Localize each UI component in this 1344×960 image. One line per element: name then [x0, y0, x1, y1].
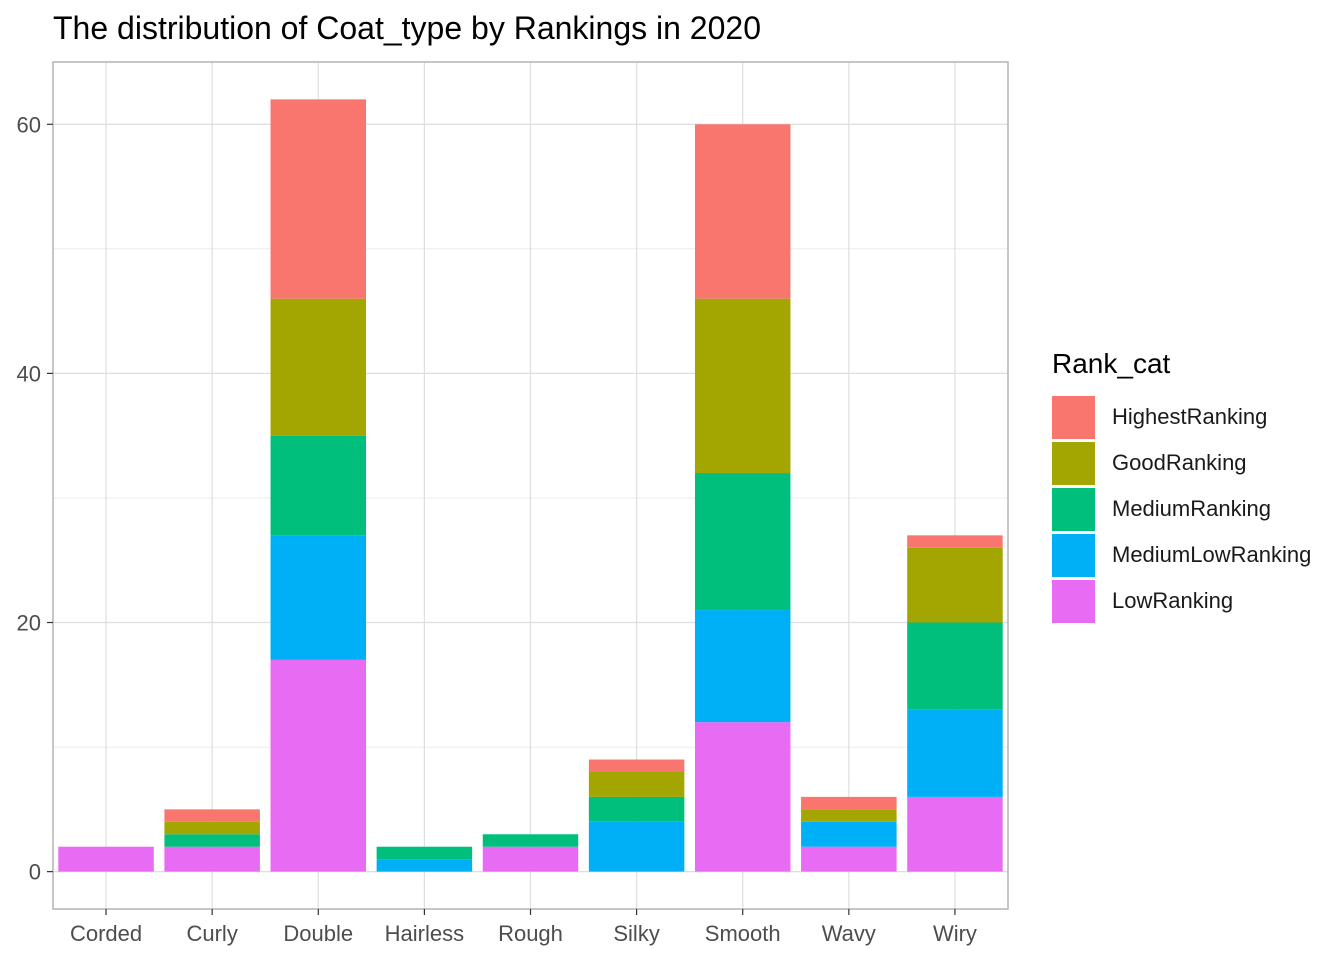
y-tick-label: 20 — [17, 611, 41, 636]
bars — [58, 99, 1003, 872]
bar-segment-MediumLowRanking-Double — [270, 535, 367, 660]
legend-key-MediumRanking — [1052, 487, 1095, 531]
bar-segment-HighestRanking-Wavy — [801, 796, 897, 810]
bar-segment-MediumRanking-Double — [270, 435, 367, 536]
bar-segment-LowRanking-Wavy — [801, 846, 897, 872]
x-tick-label-Silky: Silky — [613, 921, 659, 946]
bar-segment-MediumRanking-Wiry — [907, 622, 1003, 710]
bar-segment-HighestRanking-Wiry — [907, 535, 1003, 548]
x-tick-label-Double: Double — [283, 921, 353, 946]
legend-label-LowRanking: LowRanking — [1112, 588, 1234, 613]
legend-item-GoodRanking: GoodRanking — [1052, 440, 1311, 486]
bar-segment-LowRanking-Curly — [164, 846, 260, 872]
legend-item-LowRanking: LowRanking — [1052, 578, 1311, 624]
legend-key-HighestRanking — [1052, 395, 1095, 439]
x-axis: Corded Curly Double Hairless Rough Silky Smoot… — [70, 909, 977, 946]
bar-segment-HighestRanking-Silky — [588, 759, 685, 772]
legend-item-HighestRanking: HighestRanking — [1052, 394, 1311, 440]
bar-segment-GoodRanking-Smooth — [694, 298, 791, 474]
x-tick-label-Wavy: Wavy — [822, 921, 876, 946]
x-tick-label-Curly: Curly — [186, 921, 237, 946]
bar-segment-MediumRanking-Silky — [588, 796, 685, 822]
x-tick-label-Rough: Rough — [498, 921, 563, 946]
bar-segment-GoodRanking-Wavy — [801, 809, 897, 822]
bar-segment-MediumLowRanking-Smooth — [694, 610, 791, 723]
bar-segment-GoodRanking-Double — [270, 298, 367, 436]
bar-segment-HighestRanking-Curly — [164, 809, 260, 822]
legend-items: HighestRanking GoodRanking MediumRanking Me… — [1052, 394, 1311, 624]
x-tick-label-Hairless: Hairless — [385, 921, 464, 946]
bar-segment-GoodRanking-Curly — [164, 821, 260, 835]
bar-segment-GoodRanking-Wiry — [907, 547, 1003, 623]
bar-segment-MediumLowRanking-Wiry — [907, 709, 1003, 797]
bar-segment-MediumRanking-Smooth — [694, 473, 791, 611]
x-tick-label-Wiry: Wiry — [933, 921, 977, 946]
y-tick-label: 60 — [17, 112, 41, 137]
legend-key-LowRanking — [1052, 579, 1095, 623]
bar-segment-MediumLowRanking-Wavy — [801, 821, 897, 847]
x-tick-label-Corded: Corded — [70, 921, 142, 946]
bar-segment-MediumLowRanking-Silky — [588, 821, 685, 872]
bar-segment-GoodRanking-Silky — [588, 771, 685, 797]
bar-segment-LowRanking-Corded — [58, 846, 154, 872]
bar-segment-LowRanking-Wiry — [907, 796, 1003, 872]
y-tick-label: 40 — [17, 361, 41, 386]
bar-segment-LowRanking-Smooth — [694, 722, 791, 872]
y-axis: 0 20 40 60 — [17, 112, 53, 885]
bar-segment-LowRanking-Double — [270, 659, 367, 872]
legend-label-GoodRanking: GoodRanking — [1112, 450, 1247, 475]
bar-segment-LowRanking-Rough — [482, 846, 579, 872]
bar-segment-MediumRanking-Hairless — [376, 846, 473, 860]
bar-segment-MediumLowRanking-Hairless — [376, 859, 473, 872]
legend-label-HighestRanking: HighestRanking — [1112, 404, 1268, 429]
x-tick-label-Smooth: Smooth — [705, 921, 781, 946]
bar-segment-HighestRanking-Smooth — [694, 124, 791, 299]
legend-item-MediumRanking: MediumRanking — [1052, 486, 1311, 532]
bar-segment-MediumRanking-Curly — [164, 834, 260, 847]
legend: Rank_cat HighestRanking GoodRanking Medium… — [1052, 348, 1311, 624]
legend-key-GoodRanking — [1052, 441, 1095, 485]
y-tick-label: 0 — [29, 860, 41, 885]
bar-segment-HighestRanking-Double — [270, 99, 367, 299]
legend-item-MediumLowRanking: MediumLowRanking — [1052, 532, 1311, 578]
legend-key-MediumLowRanking — [1052, 533, 1095, 577]
legend-title: Rank_cat — [1052, 348, 1171, 379]
bar-segment-MediumRanking-Rough — [482, 834, 579, 847]
legend-label-MediumRanking: MediumRanking — [1112, 496, 1271, 521]
grid-lines — [53, 62, 1008, 909]
chart-title: The distribution of Coat_type by Ranking… — [53, 10, 761, 46]
legend-label-MediumLowRanking: MediumLowRanking — [1112, 542, 1312, 567]
